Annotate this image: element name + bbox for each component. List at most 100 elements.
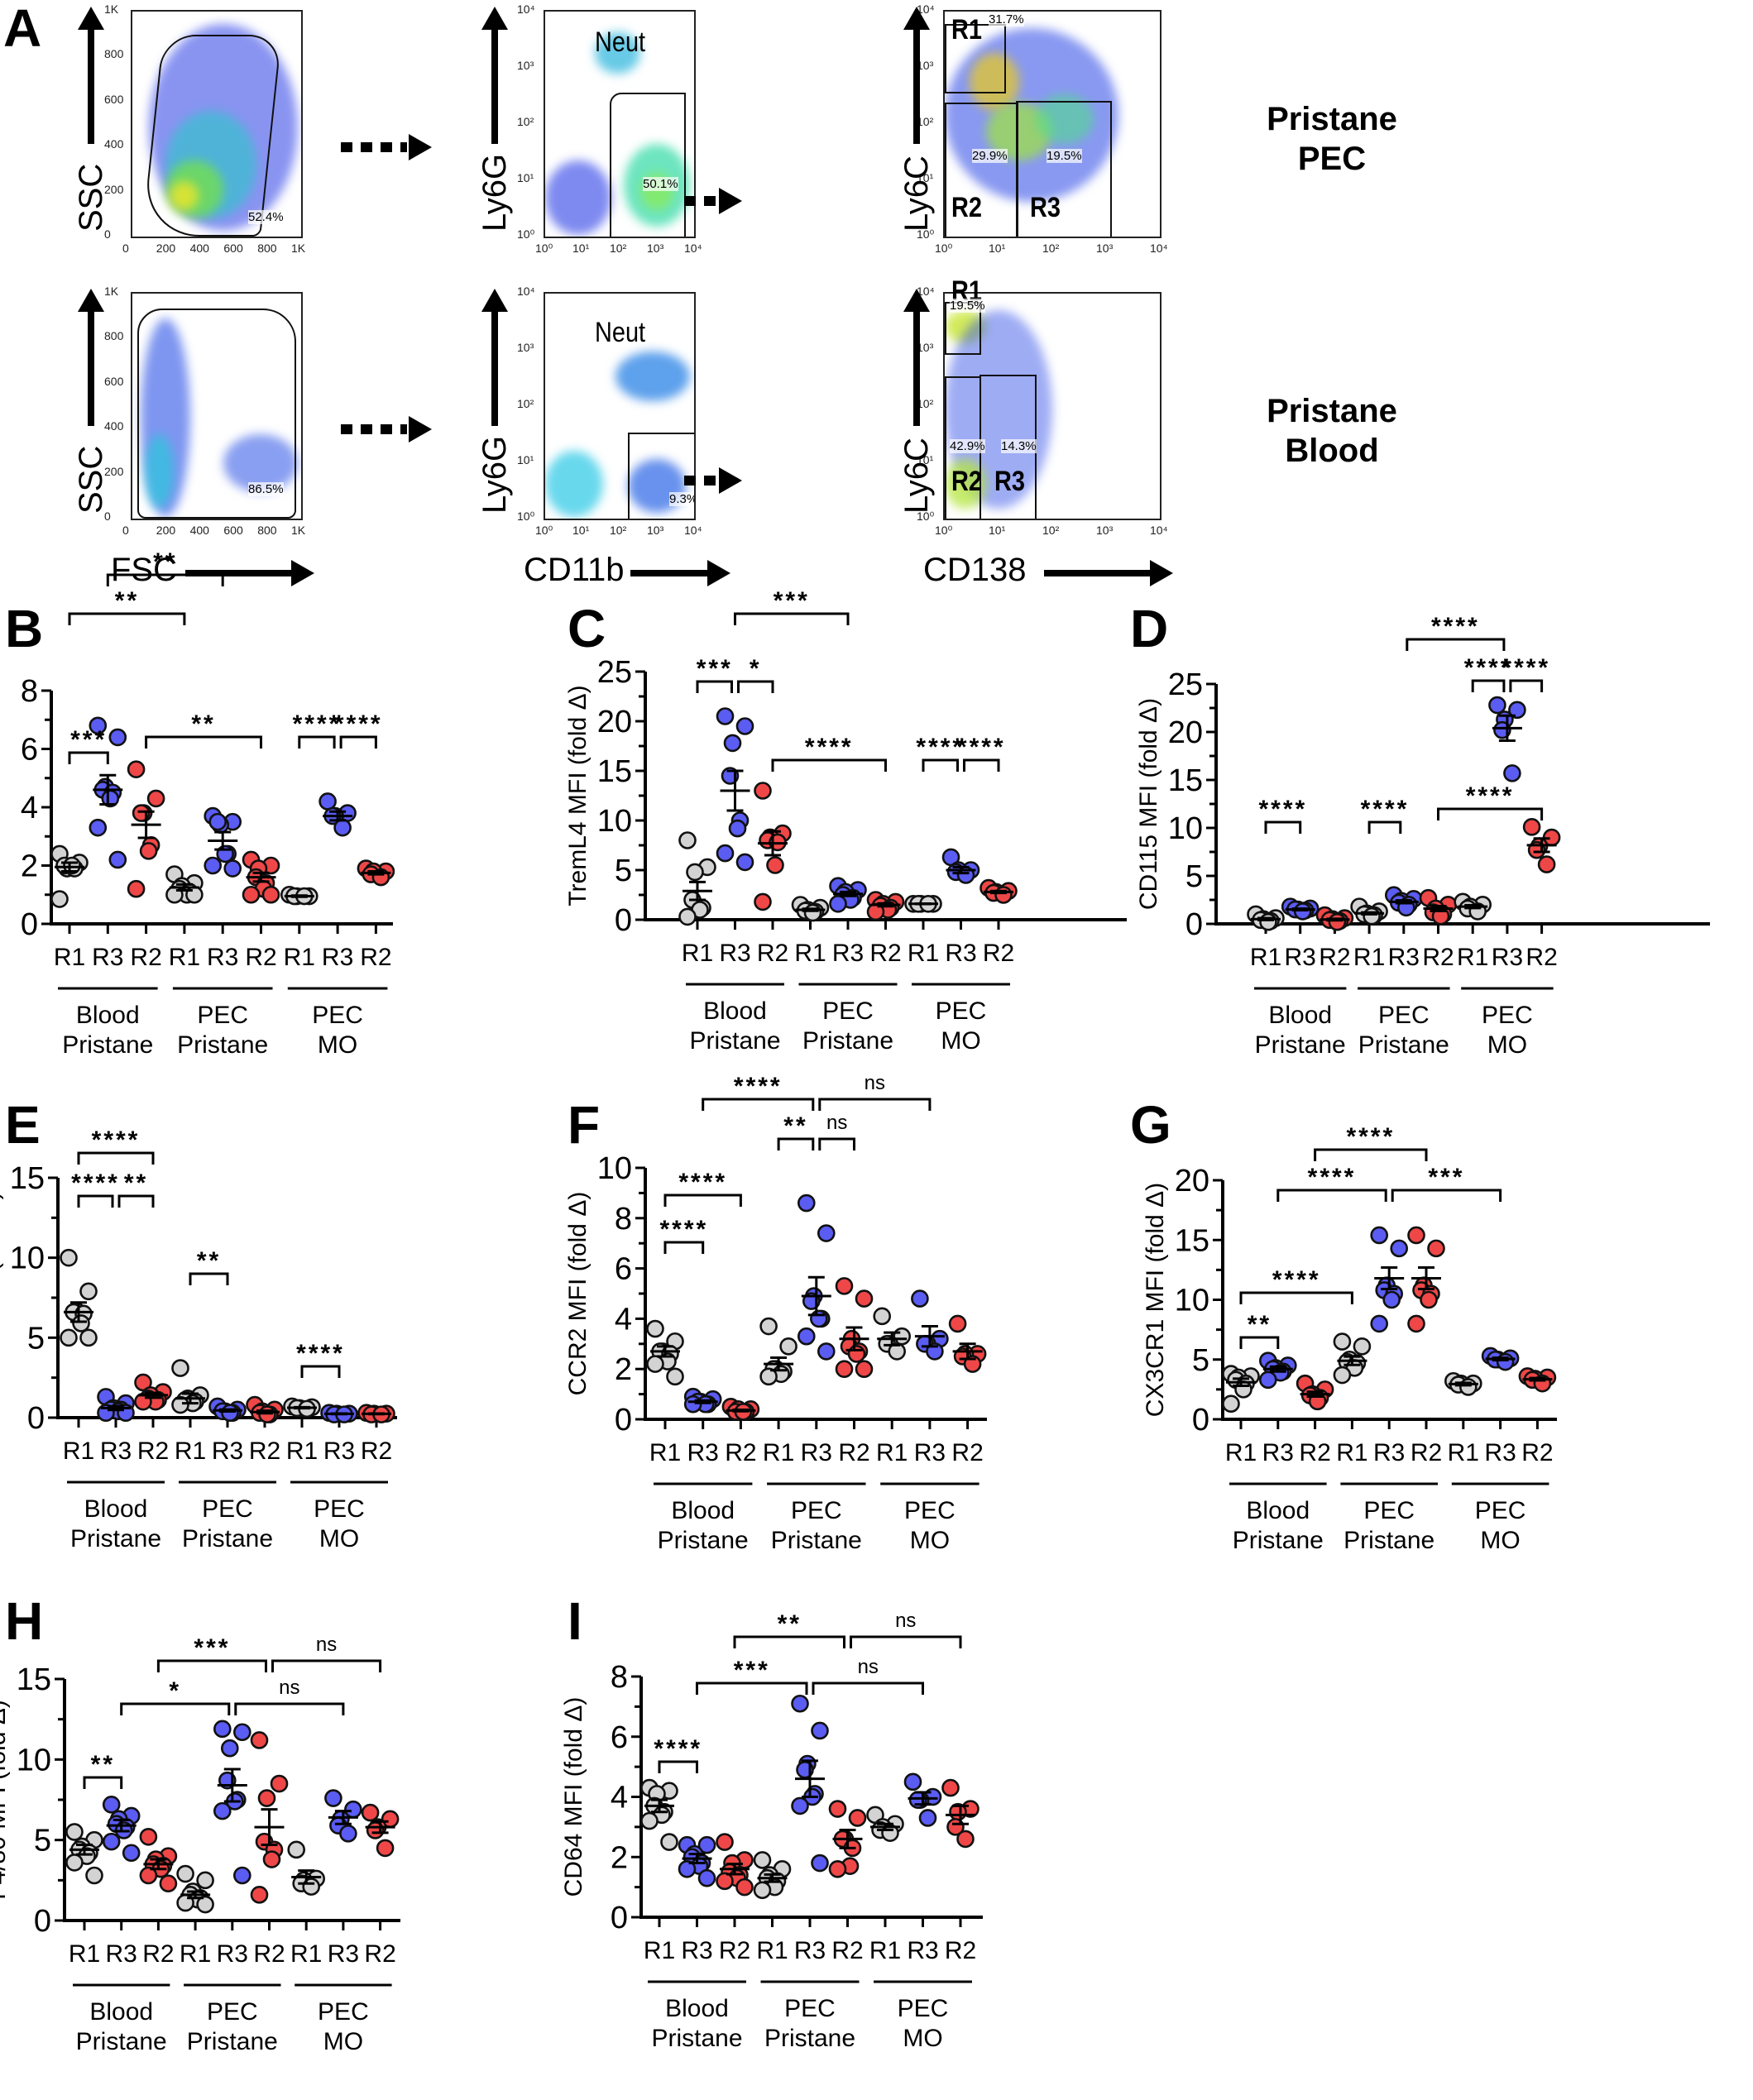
significance-bracket [83, 1776, 123, 1789]
data-point-r3 [1508, 701, 1526, 720]
y-axis-arrow-icon [78, 289, 104, 426]
gating-flow-arrow-icon [684, 188, 742, 214]
group-label: Blood [89, 1998, 153, 2026]
group-label: MO [910, 1527, 950, 1554]
data-point-r2 [716, 1833, 734, 1851]
x-tick-label: 1K [291, 242, 306, 255]
group-label: Blood [1246, 1497, 1310, 1524]
sample-label-line: PEC [1297, 141, 1367, 177]
data-point-r2 [948, 1314, 967, 1333]
y-tick-label: 10 [1168, 811, 1203, 846]
data-point-r1 [803, 903, 822, 922]
x-tick-label: R3 [92, 944, 123, 971]
gate-percent: 9.3% [669, 492, 694, 506]
gate-percent-r3: 14.3% [1001, 439, 1037, 453]
panel-letter: G [1130, 1095, 1171, 1155]
x-tick-label: R2 [1299, 1439, 1330, 1466]
group-label: Pristane [182, 1525, 273, 1552]
significance-label: ns [279, 1677, 299, 1699]
data-point-r3 [797, 1194, 816, 1213]
x-axis-arrow-icon [1044, 560, 1173, 586]
x-tick-label: 600 [223, 242, 243, 255]
x-tick-label: R1 [54, 944, 85, 971]
group-label: Pristane [76, 2028, 167, 2055]
panel-letter: B [5, 599, 43, 658]
data-point-r2 [262, 1850, 281, 1868]
x-tick-label: 10⁰ [535, 242, 553, 255]
data-point-r2 [139, 1866, 158, 1885]
data-point-r1 [196, 1871, 214, 1890]
significance-label: **** [654, 1735, 702, 1763]
data-point-r1 [79, 1328, 98, 1347]
region-label-r3: R3 [1030, 192, 1061, 223]
x-tick-label: R1 [756, 1937, 788, 1964]
significance-bracket [300, 1365, 341, 1378]
group-label: Pristane [689, 1027, 780, 1055]
y-tick-label: 5 [1192, 1343, 1209, 1378]
density-cloud [595, 32, 640, 74]
y-tick-label: 8 [615, 1202, 632, 1237]
data-point-r3 [232, 1723, 251, 1742]
data-point-r3 [89, 818, 108, 837]
data-point-r1 [60, 1248, 78, 1267]
group-label: PEC [314, 1495, 365, 1523]
significance-label: **** [71, 1170, 120, 1197]
data-point-r1 [666, 1367, 684, 1386]
data-point-r3 [735, 853, 754, 872]
data-point-r3 [723, 734, 742, 753]
x-tick-label: R1 [69, 1940, 100, 1968]
x-tick-label: R3 [1484, 1439, 1516, 1466]
x-tick-label: 10⁴ [1150, 242, 1168, 255]
y-tick-label: 15 [10, 1161, 45, 1196]
y-tick-label: 5 [27, 1321, 45, 1356]
significance-label: **** [659, 1216, 708, 1243]
y-tick-label: 10 [10, 1241, 45, 1276]
group-label: PEC [312, 1002, 363, 1029]
density-cloud [970, 53, 1019, 111]
x-tick-label: 10³ [1096, 242, 1114, 255]
x-tick-label: 10² [610, 524, 627, 537]
x-tick-label: R3 [217, 1940, 248, 1968]
sample-label-line: Pristane [1267, 393, 1397, 429]
x-tick-label: 10⁰ [935, 524, 953, 537]
x-tick-label: 600 [223, 524, 243, 537]
y-tick-label: 10² [917, 397, 934, 410]
data-point-r3 [735, 717, 754, 735]
significance-label: *** [194, 1634, 230, 1662]
data-point-r3 [1370, 1314, 1388, 1333]
x-tick-label: R2 [137, 1437, 169, 1465]
group-label: PEC [904, 1497, 956, 1524]
y-tick-label: 10² [517, 115, 534, 128]
significance-bracket [1239, 1291, 1353, 1304]
significance-bracket [663, 1241, 705, 1254]
y-tick-label: 10³ [517, 59, 534, 72]
data-point-r3 [911, 1289, 929, 1308]
density-cloud [945, 459, 986, 509]
x-tick-label: R1 [1448, 1439, 1479, 1466]
x-tick-label: R1 [1457, 944, 1488, 971]
significance-label: ** [124, 1170, 148, 1197]
data-point-r3 [716, 707, 735, 725]
group-label: PEC [936, 997, 987, 1025]
data-point-r1 [1259, 912, 1277, 931]
x-tick-label: R3 [1388, 944, 1420, 971]
significance-bracket [106, 573, 224, 586]
data-point-r1 [65, 1854, 84, 1872]
data-point-r3 [232, 1866, 251, 1885]
significance-label: ns [865, 1072, 885, 1094]
significance-label: ** [153, 548, 177, 576]
group-label: Pristane [802, 1027, 893, 1055]
significance-label: **** [916, 734, 965, 761]
region-label-r2: R2 [951, 192, 982, 223]
significance-bracket [145, 735, 262, 749]
density-cloud [170, 181, 199, 210]
data-point-r3 [339, 1825, 357, 1843]
x-tick-label: R1 [869, 1937, 901, 1964]
y-tick-label: 0 [21, 907, 38, 942]
significance-bracket [234, 1702, 345, 1715]
significance-label: ** [778, 1610, 802, 1638]
x-tick-label: R3 [1373, 1439, 1405, 1466]
data-point-r1 [1333, 1366, 1352, 1385]
y-tick-label: 25 [1168, 667, 1203, 702]
